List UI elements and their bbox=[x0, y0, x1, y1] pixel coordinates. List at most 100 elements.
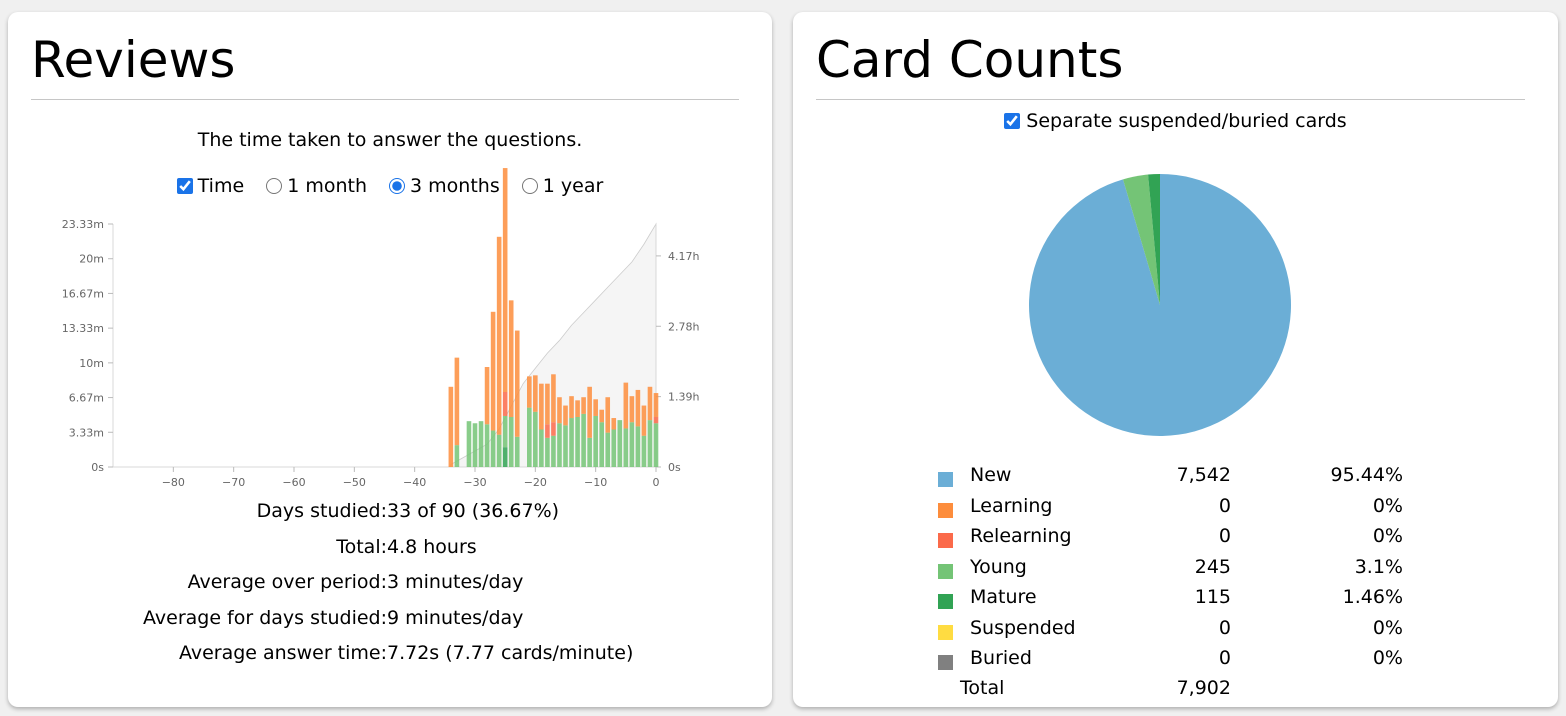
review-bar bbox=[502, 168, 508, 393]
pie-slice-young bbox=[1123, 174, 1160, 305]
y-tick-label: 13.33m bbox=[62, 322, 104, 335]
x-tick-label: 0 bbox=[653, 476, 660, 489]
review-bar bbox=[508, 300, 514, 418]
reviews-title: Reviews bbox=[31, 31, 236, 89]
swatch-mature bbox=[938, 594, 953, 609]
legend-count: 245 bbox=[1194, 555, 1231, 578]
review-bar bbox=[617, 420, 623, 467]
review-bar bbox=[484, 367, 490, 425]
y-tick-label: 10m bbox=[79, 357, 104, 370]
separate-suspended-label: Separate suspended/buried cards bbox=[1026, 110, 1347, 132]
review-bar bbox=[539, 429, 544, 467]
stat-value: 33 of 90 (36.67%) bbox=[387, 500, 560, 522]
y-tick-label: 20m bbox=[79, 253, 104, 266]
review-bar bbox=[502, 415, 508, 448]
review-bar bbox=[484, 424, 490, 467]
review-bar bbox=[478, 421, 484, 467]
card-counts-title: Card Counts bbox=[816, 31, 1124, 89]
review-bar bbox=[551, 435, 556, 467]
separate-suspended-option[interactable]: Separate suspended/buried cards bbox=[1004, 110, 1347, 132]
range-1-year[interactable]: 1 year bbox=[521, 175, 604, 197]
range-3-months[interactable]: 3 months bbox=[389, 175, 500, 197]
swatch-relearning bbox=[938, 533, 953, 548]
stat-average-answer-time: Average answer time: 7.72s (7.77 cards/m… bbox=[8, 642, 772, 666]
range-1-month-label: 1 month bbox=[287, 175, 367, 197]
review-bar bbox=[641, 435, 647, 467]
legend-percent: 0% bbox=[1372, 616, 1403, 639]
reviews-chart: 0s 3.33m 6.67m 10m 13.33m 16.67m 20m 23.33m 0s 1.… bbox=[62, 168, 699, 489]
stat-label: Total: bbox=[336, 535, 387, 558]
review-bar bbox=[587, 437, 592, 467]
review-bar bbox=[454, 445, 460, 467]
review-bar bbox=[635, 389, 641, 427]
y2-tick-label: 0s bbox=[668, 461, 681, 474]
separate-suspended-checkbox[interactable] bbox=[1004, 113, 1021, 129]
swatch-learning bbox=[938, 502, 953, 518]
legend-name: New bbox=[970, 464, 1012, 486]
review-bar bbox=[514, 330, 520, 437]
review-bar bbox=[557, 397, 562, 424]
y2-tick-label: 2.78h bbox=[668, 320, 699, 333]
review-bar bbox=[599, 409, 604, 423]
legend-percent: 95.44% bbox=[1330, 464, 1403, 486]
stat-average-period: Average over period: 3 minutes/day bbox=[8, 571, 772, 595]
stat-days-studied: Days studied: 33 of 90 (36.67%) bbox=[8, 500, 772, 524]
card-counts-card: Card Counts Separate suspended/buried ca… bbox=[793, 12, 1558, 707]
legend-row-buried: Buried 0 0% bbox=[793, 647, 1558, 673]
time-checkbox[interactable] bbox=[176, 178, 193, 194]
review-bar bbox=[623, 382, 629, 429]
legend-row-new: New 7,542 95.44% bbox=[793, 464, 1558, 490]
x-tick-label: −20 bbox=[524, 476, 547, 489]
legend-name: Suspended bbox=[970, 616, 1076, 639]
review-bar bbox=[502, 447, 508, 467]
legend-name: Learning bbox=[970, 494, 1053, 517]
range-3-months-radio[interactable] bbox=[389, 178, 406, 194]
legend-name: Young bbox=[970, 555, 1027, 578]
stat-label: Average for days studied: bbox=[143, 606, 387, 629]
review-bar bbox=[641, 405, 647, 436]
total-label: Total bbox=[960, 677, 1005, 699]
range-1-year-radio[interactable] bbox=[521, 178, 538, 194]
legend-row-learning: Learning 0 0% bbox=[793, 495, 1558, 521]
stat-value: 7.72s (7.77 cards/minute) bbox=[387, 642, 634, 664]
x-tick-label: −10 bbox=[584, 476, 607, 489]
review-bar bbox=[502, 392, 508, 416]
range-1-month[interactable]: 1 month bbox=[266, 175, 367, 197]
review-bar bbox=[508, 417, 514, 467]
legend-name: Buried bbox=[970, 647, 1032, 669]
review-bar bbox=[466, 421, 472, 467]
review-bar bbox=[653, 393, 659, 418]
separate-suspended-toggle[interactable]: Separate suspended/buried cards bbox=[793, 110, 1558, 134]
review-bar bbox=[563, 405, 568, 426]
stat-average-days-studied: Average for days studied: 9 minutes/day bbox=[8, 607, 772, 631]
range-1-month-radio[interactable] bbox=[266, 178, 283, 194]
range-1-year-label: 1 year bbox=[542, 175, 604, 197]
legend-count: 0 bbox=[1218, 647, 1231, 669]
y-tick-label: 3.33m bbox=[69, 426, 104, 439]
reviews-options: Time 1 month 3 months 1 year bbox=[8, 175, 772, 199]
legend-row-mature: Mature 115 1.46% bbox=[793, 586, 1558, 612]
legend-row-total: Total 7,902 bbox=[793, 677, 1558, 703]
review-bar bbox=[448, 386, 454, 467]
review-bar bbox=[545, 437, 550, 467]
legend-count: 0 bbox=[1218, 616, 1231, 639]
reviews-card: Reviews The time taken to answer the que… bbox=[8, 12, 772, 707]
time-label: Time bbox=[197, 175, 245, 197]
stat-label: Days studied: bbox=[256, 500, 387, 522]
x-tick-label: −50 bbox=[343, 476, 366, 489]
legend-count: 0 bbox=[1218, 494, 1231, 517]
review-bar bbox=[581, 413, 586, 467]
x-tick-label: −60 bbox=[282, 476, 305, 489]
y-tick-label: 23.33m bbox=[62, 218, 104, 231]
review-bar bbox=[539, 383, 544, 430]
stat-label: Average answer time: bbox=[178, 642, 387, 664]
time-toggle[interactable]: Time bbox=[176, 175, 245, 197]
x-tick-label: −40 bbox=[403, 476, 426, 489]
review-bar bbox=[611, 418, 617, 430]
range-3-months-label: 3 months bbox=[410, 175, 500, 197]
review-bar bbox=[647, 386, 653, 421]
legend-percent: 1.46% bbox=[1342, 586, 1403, 608]
legend-percent: 0% bbox=[1372, 525, 1403, 547]
legend-count: 0 bbox=[1218, 525, 1231, 547]
legend-row-relearning: Relearning 0 0% bbox=[793, 525, 1558, 551]
